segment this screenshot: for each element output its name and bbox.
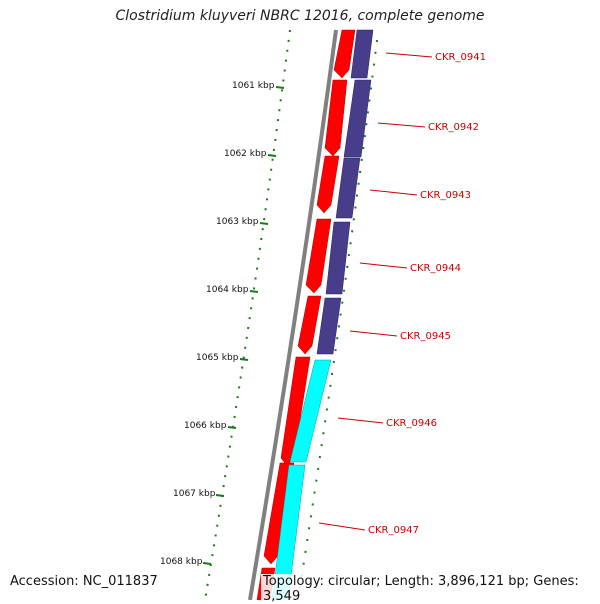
kbp-tick — [249, 290, 259, 293]
kbp-label: 1067 kbp — [173, 489, 216, 499]
cds-block — [335, 157, 361, 219]
gene-label[interactable]: CKR_0945 — [400, 331, 451, 342]
cds-block — [297, 295, 322, 355]
cds-block — [316, 155, 340, 214]
kbp-label: 1063 kbp — [216, 217, 259, 227]
gene-leader-lines — [318, 52, 433, 531]
kbp-tick — [227, 426, 237, 429]
tick-ring-inner — [297, 39, 378, 600]
gene-label[interactable]: CKR_0943 — [420, 190, 471, 201]
kbp-tick — [267, 154, 277, 157]
kbp-tick — [239, 358, 249, 361]
cds-block — [350, 29, 374, 79]
cds-block — [324, 79, 348, 157]
cds-block — [316, 297, 342, 355]
leader-line — [369, 189, 418, 196]
leader-line — [359, 262, 408, 269]
kbp-tick — [215, 494, 225, 497]
kbp-tick — [275, 86, 285, 89]
gene-label[interactable]: CKR_0946 — [386, 418, 437, 429]
reverse-strand-cds-alt — [271, 359, 332, 600]
leader-line — [349, 330, 398, 337]
reverse-strand-cds — [316, 29, 374, 355]
gene-label[interactable]: CKR_0942 — [428, 122, 479, 133]
gene-label[interactable]: CKR_0947 — [368, 525, 419, 536]
leader-line — [318, 522, 366, 531]
kbp-major-ticks — [202, 86, 285, 565]
gene-label[interactable]: CKR_0944 — [410, 263, 461, 274]
kbp-label: 1066 kbp — [184, 421, 227, 431]
kbp-label: 1064 kbp — [206, 285, 249, 295]
map-title: Clostridium kluyveri NBRC 12016, complet… — [115, 8, 485, 24]
genome-summary-text: Topology: circular; Length: 3,896,121 bp… — [261, 574, 600, 604]
kbp-tick — [202, 562, 212, 565]
kbp-label: 1068 kbp — [160, 557, 203, 567]
gene-label[interactable]: CKR_0941 — [435, 52, 486, 63]
kbp-label: 1062 kbp — [224, 149, 267, 159]
cds-block — [271, 464, 306, 600]
tick-ring-outer — [204, 29, 291, 600]
cds-block — [333, 29, 356, 79]
leader-line — [385, 52, 433, 58]
cds-block — [289, 359, 332, 463]
genome-backbone — [248, 29, 338, 600]
kbp-label: 1065 kbp — [196, 353, 239, 363]
cds-block — [343, 79, 372, 158]
kbp-tick — [259, 222, 269, 225]
leader-line — [337, 417, 384, 424]
cds-block — [305, 218, 332, 294]
leader-line — [377, 122, 426, 128]
accession-text: Accession: NC_011837 — [10, 574, 158, 589]
kbp-label: 1061 kbp — [232, 81, 275, 91]
cds-block — [325, 221, 351, 295]
